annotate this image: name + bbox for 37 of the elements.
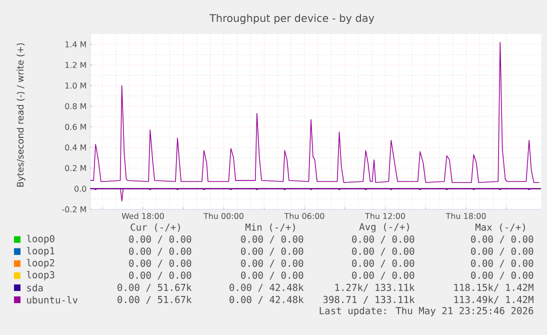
- legend-label: sda: [27, 284, 43, 292]
- text: 0.00 / 51.67k: [118, 296, 192, 304]
- text: Min (-/+): [246, 223, 295, 232]
- text: 118.15k/ 1.42M: [454, 284, 534, 292]
- text: 398.71 / 133.11k: [323, 296, 415, 304]
- text: 1.27k/ 133.11k: [335, 284, 415, 292]
- text: 0.00 / 0.00: [129, 272, 192, 280]
- legend-label: loop2: [26, 258, 54, 268]
- text: 0.00 / 51.67k: [118, 284, 192, 292]
- text: 0.00 / 0.00: [129, 248, 192, 256]
- text: 0.00 / 0.00: [241, 260, 304, 268]
- text: 0.00 / 0.00: [129, 236, 192, 244]
- text: 0.00 / 0.00: [241, 272, 304, 280]
- chart-title: Throughput per device - by day: [209, 14, 374, 24]
- text: 0.00 / 0.00: [352, 260, 414, 268]
- text: 0.00 / 0.00: [352, 236, 414, 244]
- text: 0.00 / 0.00: [241, 248, 304, 256]
- text: Max (-/+): [476, 223, 525, 232]
- text: 0.00 / 0.00: [471, 236, 534, 244]
- legend-label: loop1: [26, 246, 54, 256]
- text: 0.00 / 0.00: [471, 272, 534, 280]
- text: Avg (-/+): [359, 222, 409, 232]
- legend-label: loop0: [26, 234, 54, 244]
- text: 0.00 / 0.00: [471, 248, 534, 256]
- text: 0.00 / 0.00: [352, 272, 414, 280]
- y-axis-title: Bytes/second read (-) / write (+): [16, 43, 26, 187]
- text: Cur (-/+): [130, 223, 180, 232]
- legend-label: ubuntu-lv: [27, 296, 78, 304]
- text: 0.00 / 0.00: [352, 248, 414, 256]
- legend-label: loop3: [26, 270, 54, 280]
- text: 0.00 / 0.00: [471, 260, 534, 268]
- text: 0.00 / 0.00: [129, 260, 192, 268]
- text: 113.49k/ 1.42M: [454, 296, 534, 304]
- text: 0.00 / 42.48k: [230, 296, 304, 304]
- text: Last update: Thu May 21 23:25:46 2026: [320, 306, 534, 316]
- text: 0.00 / 42.48k: [230, 284, 304, 292]
- text: 0.00 / 0.00: [241, 236, 304, 244]
